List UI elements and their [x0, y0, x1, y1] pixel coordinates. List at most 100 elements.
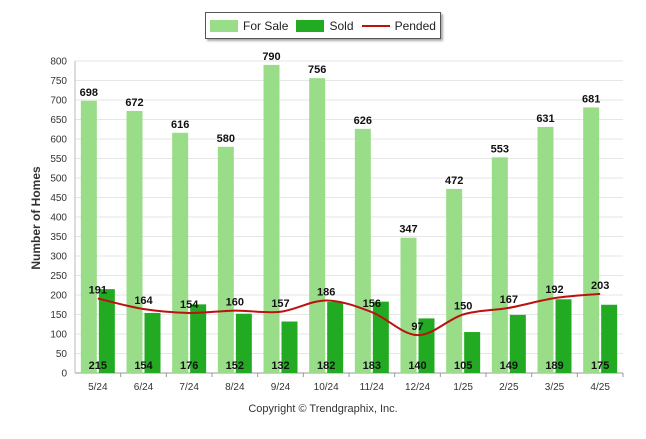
bar-for-sale	[446, 188, 463, 373]
data-label-for-sale: 472	[445, 175, 463, 187]
bar-sold	[281, 321, 298, 373]
y-tick-label: 50	[56, 349, 68, 360]
x-tick-label: 8/24	[225, 382, 245, 393]
bar-sold	[555, 299, 572, 373]
data-label-sold: 215	[89, 360, 107, 372]
legend-item-sold: Sold	[296, 18, 354, 33]
data-label-for-sale: 616	[171, 119, 189, 131]
bar-for-sale	[172, 132, 189, 373]
data-label-pended: 186	[317, 286, 335, 298]
x-tick-label: 11/24	[360, 382, 385, 393]
data-label-sold: 132	[271, 360, 289, 372]
x-tick-label: 4/25	[590, 382, 610, 393]
data-label-pended: 97	[411, 321, 423, 333]
data-label-for-sale: 631	[536, 113, 554, 125]
x-tick-label: 10/24	[314, 382, 339, 393]
y-axis-label: Number of Homes	[29, 166, 43, 270]
bar-for-sale	[537, 126, 554, 373]
bar-for-sale	[354, 128, 371, 373]
data-label-for-sale: 626	[354, 115, 372, 127]
line-pended	[97, 292, 601, 337]
y-tick-label: 800	[50, 57, 67, 68]
bar-for-sale	[126, 110, 143, 374]
data-label-for-sale: 698	[80, 87, 98, 99]
y-tick-label: 300	[50, 252, 67, 263]
y-tick-label: 0	[61, 369, 67, 380]
legend-label-pended: Pended	[394, 18, 436, 33]
data-label-pended: 150	[454, 301, 472, 313]
data-label-sold: 182	[317, 360, 335, 372]
data-label-pended: 156	[363, 298, 381, 310]
data-label-pended: 167	[500, 294, 518, 306]
data-label-sold: 152	[226, 360, 244, 372]
data-label-for-sale: 790	[262, 51, 280, 63]
bar-for-sale	[309, 78, 326, 373]
y-tick-label: 100	[50, 330, 67, 341]
data-label-sold: 175	[591, 360, 609, 372]
bar-sold	[98, 289, 115, 373]
y-tick-label: 600	[50, 135, 67, 146]
x-tick-label: 2/25	[499, 382, 519, 393]
y-tick-label: 500	[50, 174, 67, 185]
bar-sold	[235, 313, 252, 373]
data-label-for-sale: 756	[308, 64, 326, 76]
y-tick-label: 150	[50, 310, 67, 321]
data-label-for-sale: 580	[217, 133, 235, 145]
bar-sold	[190, 304, 207, 373]
data-label-pended: 164	[134, 295, 153, 307]
legend-swatch-pended	[361, 24, 390, 27]
bar-sold	[327, 302, 344, 373]
data-label-for-sale: 553	[491, 143, 509, 155]
x-tick-label: 12/24	[405, 382, 430, 393]
bar-for-sale	[491, 157, 508, 373]
data-label-sold: 176	[180, 360, 198, 372]
legend-label-sold: Sold	[329, 18, 354, 33]
data-label-sold: 105	[454, 360, 472, 372]
data-label-pended: 154	[180, 299, 199, 311]
data-label-sold: 183	[363, 360, 381, 372]
y-tick-label: 700	[50, 96, 67, 107]
bar-sold	[509, 314, 526, 373]
bar-for-sale	[217, 146, 234, 373]
x-tick-label: 6/24	[134, 382, 154, 393]
data-label-sold: 140	[408, 360, 426, 372]
legend-swatch-for-sale	[210, 19, 239, 32]
copyright-text: Copyright © Trendgraphix, Inc.	[248, 403, 398, 415]
x-tick-label: 3/25	[545, 382, 565, 393]
bar-for-sale	[400, 237, 417, 373]
bar-sold	[601, 304, 618, 373]
legend: For Sale Sold Pended	[205, 12, 441, 39]
y-tick-label: 450	[50, 193, 67, 204]
data-label-for-sale: 672	[125, 97, 143, 109]
data-label-sold: 149	[500, 360, 518, 372]
data-label-sold: 189	[545, 360, 563, 372]
legend-item-for-sale: For Sale	[210, 19, 288, 33]
x-tick-label: 9/24	[271, 382, 291, 393]
bar-sold	[144, 312, 161, 373]
bar-for-sale	[80, 100, 97, 373]
x-tick-label: 1/25	[453, 382, 473, 393]
y-tick-label: 650	[50, 115, 67, 126]
data-label-pended: 157	[271, 298, 289, 310]
data-label-for-sale: 347	[399, 224, 417, 236]
y-tick-label: 550	[50, 154, 67, 165]
y-tick-label: 400	[50, 213, 67, 224]
y-tick-label: 250	[50, 271, 67, 282]
bar-for-sale	[263, 64, 280, 374]
y-tick-label: 200	[50, 291, 67, 302]
legend-swatch-sold	[296, 19, 325, 32]
data-label-pended: 192	[545, 284, 563, 296]
legend-label-for-sale: For Sale	[243, 18, 289, 33]
data-label-pended: 191	[89, 285, 107, 297]
bar-for-sale	[583, 107, 600, 373]
x-tick-label: 5/24	[88, 382, 108, 393]
data-label-pended: 203	[591, 280, 609, 292]
legend-item-pended: Pended	[361, 18, 436, 33]
y-tick-label: 750	[50, 76, 67, 87]
data-label-for-sale: 681	[582, 93, 600, 105]
x-tick-label: 7/24	[179, 382, 199, 393]
bar-sold	[464, 332, 481, 373]
data-label-sold: 154	[134, 360, 153, 372]
